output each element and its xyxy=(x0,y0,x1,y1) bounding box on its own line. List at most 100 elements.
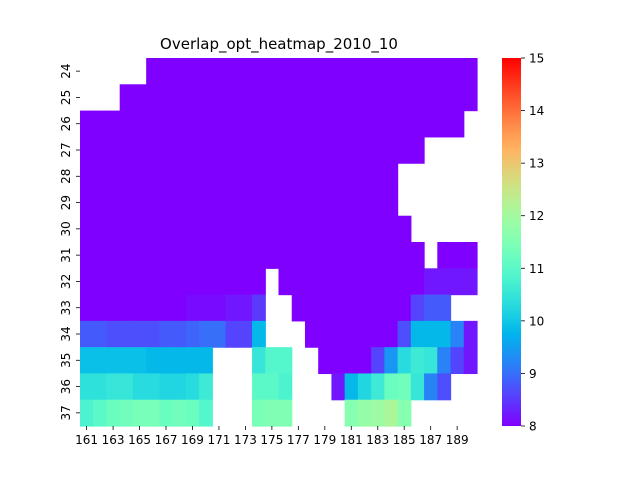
heatmap-cell xyxy=(212,163,227,191)
y-tick-label: 35 xyxy=(59,353,73,368)
heatmap-cell xyxy=(225,189,240,217)
heatmap-cell xyxy=(463,84,478,112)
heatmap-cell xyxy=(238,242,253,269)
heatmap-cell xyxy=(252,373,266,401)
heatmap-cell xyxy=(252,347,266,375)
heatmap-cell xyxy=(463,242,478,269)
heatmap-cell xyxy=(397,399,412,427)
heatmap-cell xyxy=(437,347,452,375)
heatmap-cell xyxy=(159,320,174,348)
heatmap-cell xyxy=(93,136,108,164)
heatmap-cell xyxy=(278,84,293,112)
heatmap-cell xyxy=(172,110,187,138)
heatmap-cell xyxy=(80,163,94,191)
heatmap-cell xyxy=(146,189,160,217)
heatmap-cell xyxy=(357,347,372,375)
heatmap-cell xyxy=(252,242,266,269)
heatmap-cell xyxy=(159,58,174,85)
heatmap-cell xyxy=(450,58,465,85)
heatmap-cell xyxy=(252,110,266,138)
heatmap-cell xyxy=(437,294,452,322)
heatmap-cell xyxy=(106,373,121,401)
heatmap-cell xyxy=(463,58,478,85)
heatmap-cell xyxy=(93,320,108,348)
heatmap-cell xyxy=(437,84,452,112)
heatmap-cell xyxy=(159,242,174,269)
heatmap-cell xyxy=(252,189,266,217)
heatmap-cell xyxy=(106,110,121,138)
heatmap-cell xyxy=(357,215,372,243)
heatmap-cell xyxy=(146,320,160,348)
heatmap-cell xyxy=(212,268,227,296)
heatmap-cell xyxy=(212,294,227,322)
heatmap-cell xyxy=(159,399,174,427)
x-tick-label: 187 xyxy=(419,433,442,447)
heatmap-cell xyxy=(397,215,412,243)
heatmap-cell xyxy=(318,58,333,85)
heatmap-cell xyxy=(225,294,240,322)
heatmap-cell xyxy=(132,163,147,191)
heatmap-cell xyxy=(265,84,280,112)
heatmap-cell xyxy=(304,189,319,217)
heatmap-cell xyxy=(318,84,333,112)
heatmap-cell xyxy=(172,242,187,269)
heatmap-cell xyxy=(159,268,174,296)
heatmap-cell xyxy=(304,136,319,164)
x-tick-label: 169 xyxy=(181,433,204,447)
colorbar-tick-label: 10 xyxy=(529,314,544,328)
heatmap-cell xyxy=(93,242,108,269)
heatmap-cell xyxy=(265,110,280,138)
heatmap-cell xyxy=(199,58,213,85)
heatmap-cell xyxy=(384,136,399,164)
heatmap-cell xyxy=(106,215,121,243)
heatmap-cell xyxy=(304,242,319,269)
x-tick-label: 161 xyxy=(75,433,98,447)
heatmap-cell xyxy=(437,268,452,296)
x-tick-label: 181 xyxy=(340,433,363,447)
heatmap-cell xyxy=(304,215,319,243)
heatmap-cell xyxy=(344,347,359,375)
heatmap-cell xyxy=(93,110,108,138)
heatmap-cell xyxy=(199,294,213,322)
heatmap-cell xyxy=(410,373,425,401)
heatmap-cell xyxy=(371,373,385,401)
heatmap-cell xyxy=(199,268,213,296)
heatmap-cell xyxy=(265,242,280,269)
heatmap-cell xyxy=(318,136,333,164)
x-tick-label: 163 xyxy=(102,433,125,447)
heatmap-cell xyxy=(397,373,412,401)
heatmap-cell xyxy=(146,268,160,296)
heatmap-cell xyxy=(212,136,227,164)
heatmap-cell xyxy=(119,189,134,217)
heatmap-cell xyxy=(424,84,438,112)
heatmap-cell xyxy=(304,58,319,85)
heatmap-cell xyxy=(437,110,452,138)
y-tick-label: 32 xyxy=(59,274,73,289)
heatmap-cell xyxy=(357,320,372,348)
heatmap-cell xyxy=(397,294,412,322)
heatmap-cell xyxy=(397,347,412,375)
heatmap-cell xyxy=(424,347,438,375)
heatmap-cell xyxy=(384,294,399,322)
heatmap-cell xyxy=(450,84,465,112)
heatmap-cell xyxy=(185,373,200,401)
heatmap-cell xyxy=(265,58,280,85)
heatmap-cell xyxy=(159,110,174,138)
y-tick-label: 26 xyxy=(59,116,73,131)
heatmap-cell xyxy=(410,320,425,348)
heatmap-cell xyxy=(371,347,385,375)
heatmap-cell xyxy=(80,242,94,269)
heatmap-cell xyxy=(397,84,412,112)
heatmap-cell xyxy=(106,136,121,164)
heatmap-cell xyxy=(450,320,465,348)
heatmap-cell xyxy=(331,84,346,112)
heatmap-cell xyxy=(119,242,134,269)
colorbar-tick-label: 13 xyxy=(529,157,544,171)
heatmap-cell xyxy=(450,242,465,269)
heatmap-cell xyxy=(106,163,121,191)
heatmap-cell xyxy=(119,373,134,401)
heatmap-cell xyxy=(291,242,306,269)
heatmap-cell xyxy=(304,84,319,112)
heatmap-cell xyxy=(212,84,227,112)
